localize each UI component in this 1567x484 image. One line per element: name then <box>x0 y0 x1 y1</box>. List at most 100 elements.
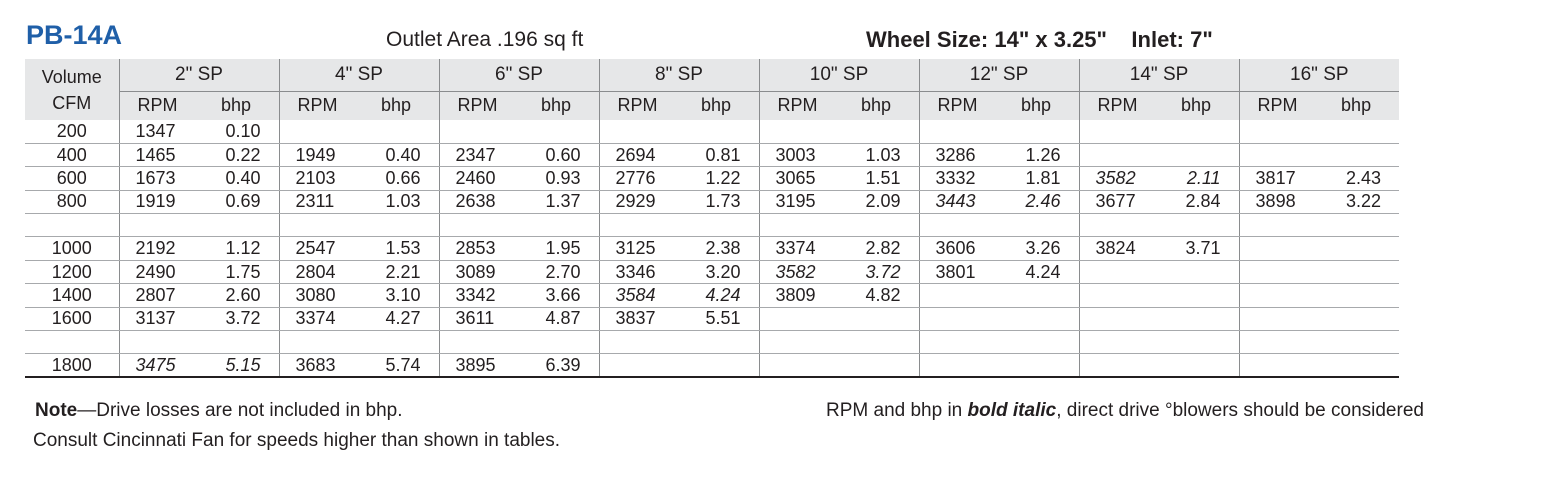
bhp-cell: 2.11 <box>1159 166 1240 191</box>
rpm-cell <box>758 213 839 238</box>
rpm-cell: 3801 <box>918 260 1000 285</box>
table-row: 600 1673 0.40 2103 0.66 2460 0.93 2776 1.22 3065 1… <box>25 166 1400 191</box>
rpm-cell: 3195 <box>758 190 839 215</box>
bhp-cell: 1.51 <box>839 166 920 191</box>
rpm-cell: 3080 <box>278 283 359 308</box>
bhp-cell <box>1319 120 1400 144</box>
cfm-cell: 200 <box>25 120 119 144</box>
rpm-cell: 3443 <box>918 190 1000 215</box>
rpm-cell <box>1078 330 1160 355</box>
sp-column-header: 8" SP <box>598 59 759 92</box>
sp-column-header: 6" SP <box>438 59 599 92</box>
rpm-cell: 2638 <box>438 190 519 215</box>
rpm-cell: 3089 <box>438 260 519 285</box>
sp-column-header: 4" SP <box>278 59 439 92</box>
rpm-cell: 3837 <box>598 307 679 332</box>
bhp-cell: 5.15 <box>199 353 279 379</box>
rpm-cell: 3809 <box>758 283 839 308</box>
rpm-cell: 3003 <box>758 143 839 168</box>
bhp-cell: 1.75 <box>199 260 279 285</box>
volume-label: Volume <box>41 66 102 87</box>
rpm-cell: 1673 <box>118 166 199 191</box>
bhp-cell <box>1319 353 1400 379</box>
table-row: 200 1347 0.10 <box>25 120 1400 144</box>
rpm-cell <box>1078 143 1160 168</box>
bhp-cell: 2.43 <box>1319 166 1400 191</box>
performance-table: Volume CFM 2" SP 4" SP 6" SP 8" SP 10" SP 12"… <box>25 59 1400 379</box>
table-row: 800 1919 0.69 2311 1.03 2638 1.37 2929 1.73 3195 2… <box>25 190 1400 215</box>
sp-column-header: 10" SP <box>758 59 920 92</box>
cfm-label: CFM <box>52 92 92 113</box>
bhp-cell <box>519 330 599 355</box>
bhp-cell <box>1159 307 1240 332</box>
model-title: PB-14A <box>26 20 123 50</box>
rpm-cell: 3475 <box>118 353 199 379</box>
rpm-cell: 3824 <box>1078 236 1160 261</box>
rpm-cell: 3898 <box>1238 190 1320 215</box>
drive-loss-note: Note—Drive losses are not included in bh… <box>35 400 403 422</box>
bhp-cell: 2.46 <box>999 190 1080 215</box>
bhp-cell <box>1319 307 1400 332</box>
rpm-cell <box>918 283 1000 308</box>
bhp-cell <box>359 330 439 355</box>
rpm-cell <box>918 307 1000 332</box>
bhp-cell <box>199 213 279 238</box>
bhp-cell: 1.26 <box>999 143 1080 168</box>
rpm-cell <box>758 307 839 332</box>
rpm-cell <box>1078 307 1160 332</box>
rpm-cell: 1919 <box>118 190 199 215</box>
rpm-bhp-header-row: RPM bhp RPM bhp RPM bhp RPM bhp RPM bhp RPM bhp RPM b… <box>25 91 1400 120</box>
bhp-cell <box>839 307 920 332</box>
bhp-cell <box>199 330 279 355</box>
bhp-cell <box>679 120 759 144</box>
bhp-cell: 2.84 <box>1159 190 1240 215</box>
rpm-cell <box>1238 330 1320 355</box>
sp-column-header: 14" SP <box>1078 59 1240 92</box>
bhp-header: bhp <box>1021 95 1052 116</box>
bhp-cell: 1.73 <box>679 190 759 215</box>
bhp-cell: 4.27 <box>359 307 439 332</box>
bhp-cell: 1.81 <box>999 166 1080 191</box>
cfm-cell: 400 <box>25 143 119 168</box>
legend-bold-italic: bold italic <box>967 400 1057 421</box>
rpm-header: RPM <box>118 91 199 120</box>
bhp-cell: 1.03 <box>839 143 920 168</box>
cfm-cell: 600 <box>25 166 119 191</box>
bhp-cell: 0.60 <box>519 143 599 168</box>
rpm-cell: 3582 <box>1078 166 1160 191</box>
bhp-cell <box>999 283 1080 308</box>
note-text: —Drive losses are not included in bhp. <box>77 400 403 421</box>
bhp-cell <box>999 330 1080 355</box>
bhp-cell <box>1319 213 1400 238</box>
rpm-cell: 3895 <box>438 353 519 379</box>
table-row: 1600 3137 3.72 3374 4.27 3611 4.87 3837 5.51 <box>25 307 1400 332</box>
bhp-header: bhp <box>701 95 732 116</box>
rpm-cell <box>1238 120 1320 144</box>
bhp-cell: 1.37 <box>519 190 599 215</box>
bhp-cell: 5.74 <box>359 353 439 379</box>
bhp-cell <box>839 330 920 355</box>
bhp-cell: 3.26 <box>999 236 1080 261</box>
rpm-cell <box>758 330 839 355</box>
sp-column-header: 2" SP <box>118 59 279 92</box>
rpm-cell: 2547 <box>278 236 359 261</box>
bhp-header: bhp <box>221 95 252 116</box>
bhp-cell <box>1319 236 1400 261</box>
bhp-cell <box>679 353 759 379</box>
rpm-cell: 3125 <box>598 236 679 261</box>
cfm-cell: 1000 <box>25 236 119 261</box>
bhp-cell <box>1319 283 1400 308</box>
rpm-cell <box>598 120 679 144</box>
bhp-cell: 0.81 <box>679 143 759 168</box>
rpm-cell: 2853 <box>438 236 519 261</box>
bhp-cell: 4.24 <box>679 283 759 308</box>
bhp-cell <box>839 213 920 238</box>
bhp-cell <box>1319 330 1400 355</box>
rpm-cell <box>598 353 679 379</box>
bhp-cell: 1.12 <box>199 236 279 261</box>
bhp-header: bhp <box>381 95 412 116</box>
sp-column-header: 16" SP <box>1238 59 1400 92</box>
rpm-cell <box>1238 143 1320 168</box>
table-body: 200 1347 0.10 400 1465 0.22 1949 0.40 2347 0.60 26… <box>25 120 1400 379</box>
rpm-cell <box>1238 213 1320 238</box>
